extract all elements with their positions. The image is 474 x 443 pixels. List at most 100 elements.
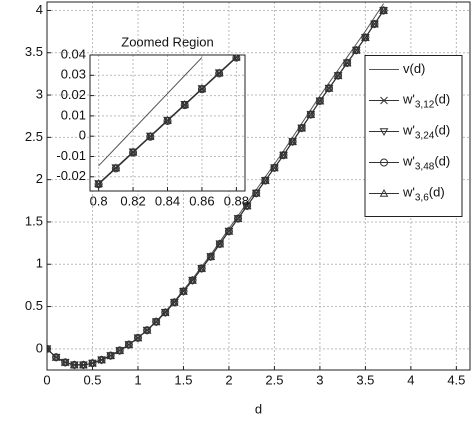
marker xyxy=(60,357,70,366)
marker xyxy=(215,239,225,248)
x-tick-label: 0.82 xyxy=(120,193,145,208)
x-axis-label: d xyxy=(255,401,262,416)
marker xyxy=(232,55,241,61)
marker xyxy=(242,201,252,210)
plot-frame xyxy=(89,54,246,192)
marker xyxy=(297,123,307,132)
marker xyxy=(342,58,352,67)
x-tick-label: 0.84 xyxy=(155,193,180,208)
plot-frame xyxy=(46,1,471,371)
marker xyxy=(47,344,52,353)
legend-label: w'3,12(d) xyxy=(402,92,450,110)
marker xyxy=(251,188,261,197)
marker xyxy=(133,333,143,342)
marker xyxy=(232,55,241,62)
legend-marker xyxy=(379,188,389,197)
y-tick-label: 4 xyxy=(36,2,43,17)
y-tick-label: 0 xyxy=(36,340,43,355)
legend-box xyxy=(364,55,463,217)
x-tick-label: 0.8 xyxy=(90,193,108,208)
x-tick-label: 1.5 xyxy=(174,372,192,387)
marker xyxy=(279,150,288,159)
marker xyxy=(214,68,224,77)
marker xyxy=(188,275,197,284)
marker xyxy=(197,263,206,272)
marker xyxy=(170,297,179,306)
marker xyxy=(288,137,297,145)
marker xyxy=(206,252,216,260)
marker xyxy=(128,147,138,156)
marker xyxy=(124,340,134,348)
y-tick-label: 0.01 xyxy=(61,107,86,122)
x-tick-label: 0.86 xyxy=(189,193,214,208)
legend-label: w'3,24(d) xyxy=(402,123,450,141)
marker xyxy=(106,351,116,359)
legend-marker xyxy=(380,96,388,105)
marker xyxy=(315,96,325,105)
y-tick-label: 1 xyxy=(36,256,43,271)
marker xyxy=(260,175,270,184)
marker xyxy=(97,355,106,364)
x-tick-label: 4.5 xyxy=(447,372,465,387)
y-tick-label: 0.02 xyxy=(61,87,86,102)
legend-label: w'3,6(d) xyxy=(402,185,445,203)
y-tick-label: -0.02 xyxy=(56,168,86,183)
marker xyxy=(351,45,361,54)
x-tick-label: 0.5 xyxy=(83,372,101,387)
y-tick-label: -0.01 xyxy=(56,148,86,163)
legend-label: w'3,48(d) xyxy=(402,154,450,172)
y-tick-label: 0.03 xyxy=(61,67,86,82)
y-tick-label: 2.5 xyxy=(25,129,43,144)
y-tick-label: 0 xyxy=(79,128,86,143)
y-tick-label: 0.04 xyxy=(61,46,86,61)
series-group xyxy=(47,3,388,370)
marker xyxy=(69,360,79,369)
x-tick-label: 0.88 xyxy=(224,193,249,208)
marker xyxy=(88,358,97,367)
y-tick-label: 1.5 xyxy=(25,213,43,228)
marker xyxy=(361,33,370,41)
marker xyxy=(151,317,161,326)
series-line xyxy=(98,57,203,167)
y-tick-label: 3.5 xyxy=(25,44,43,59)
marker xyxy=(163,115,172,124)
marker xyxy=(306,109,316,118)
x-tick-label: 0 xyxy=(43,372,50,387)
x-tick-label: 2.5 xyxy=(265,372,283,387)
series-line xyxy=(98,56,237,185)
x-tick-label: 4 xyxy=(407,372,414,387)
x-tick-label: 1 xyxy=(134,372,141,387)
marker xyxy=(160,307,170,316)
marker xyxy=(79,360,88,369)
marker xyxy=(51,352,61,361)
series-group xyxy=(94,55,241,189)
marker xyxy=(197,84,207,92)
marker xyxy=(379,5,388,14)
legend-label: v(d) xyxy=(403,61,425,76)
y-tick-label: 0.5 xyxy=(25,298,43,313)
x-tick-label: 2 xyxy=(225,372,232,387)
marker xyxy=(224,226,234,235)
marker xyxy=(370,19,379,28)
marker xyxy=(180,99,190,108)
chart-title: Zoomed Region xyxy=(121,34,214,49)
y-tick-label: 2 xyxy=(36,171,43,186)
marker xyxy=(111,163,121,172)
marker xyxy=(142,325,152,334)
x-tick-label: 3 xyxy=(316,372,323,387)
marker xyxy=(94,179,103,187)
marker xyxy=(145,131,155,140)
marker xyxy=(115,346,125,354)
marker xyxy=(324,83,334,92)
marker xyxy=(333,71,343,79)
marker xyxy=(47,344,51,353)
legend-marker xyxy=(379,128,389,137)
y-tick-label: 3 xyxy=(36,86,43,101)
marker xyxy=(270,163,279,172)
x-tick-label: 3.5 xyxy=(356,372,374,387)
marker xyxy=(233,214,243,222)
marker xyxy=(179,286,188,295)
legend-marker xyxy=(380,158,388,167)
